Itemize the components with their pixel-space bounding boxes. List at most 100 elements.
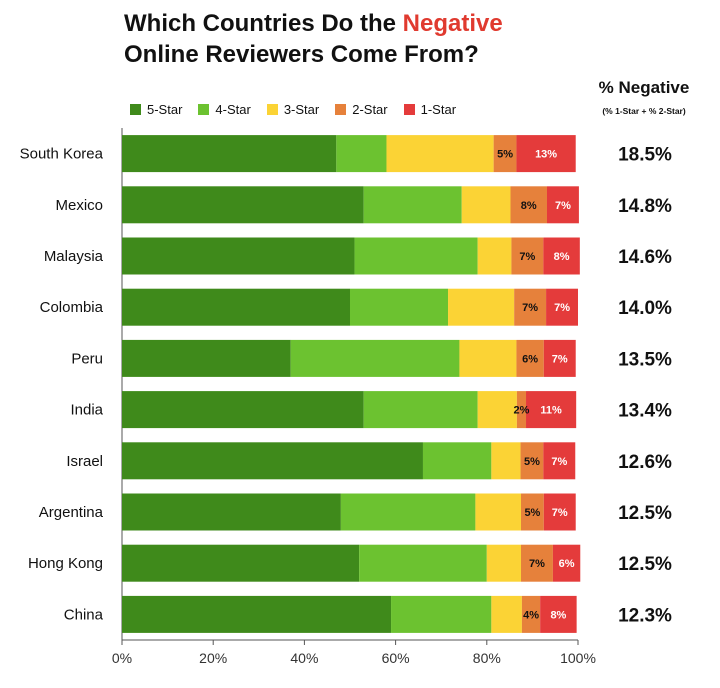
x-tick-label: 80% (473, 650, 501, 666)
data-label-1-star: 11% (540, 405, 562, 417)
legend-label: 5-Star (147, 101, 183, 117)
legend-swatch (403, 103, 415, 115)
data-label-2-star: 8% (521, 200, 537, 212)
bar-segment-2-star (521, 544, 553, 582)
legend-item-1-star: 1-Star (403, 101, 457, 117)
legend-swatch (198, 103, 210, 115)
legend-label: 1-Star (420, 101, 457, 117)
bar-segment-5-star (122, 493, 341, 531)
bar-segment-1-star (543, 493, 576, 531)
legend-swatch (130, 103, 141, 115)
data-label-2-star: 5% (524, 456, 540, 468)
bar-segment-3-star (486, 544, 521, 582)
bar-segment-5-star (122, 339, 291, 377)
category-label: Argentina (39, 504, 104, 521)
data-label-2-star: 7% (519, 251, 535, 263)
data-label-1-star: 8% (554, 251, 570, 263)
category-label: Colombia (40, 299, 104, 316)
category-label: Israel (66, 453, 103, 470)
bar-segment-1-star (540, 595, 577, 633)
bar-segment-4-star (422, 442, 492, 480)
bar-segment-1-star (543, 339, 576, 377)
bar-segment-1-star (546, 186, 579, 224)
x-tick-label: 100% (560, 650, 596, 666)
data-label-1-star: 7% (552, 507, 568, 519)
bar-segment-3-star (459, 339, 517, 377)
negative-percent-value: 18.5% (618, 145, 672, 166)
title-line-2: Online Reviewers Come From? (124, 41, 479, 68)
bar-segment-1-star (546, 288, 578, 326)
data-label-1-star: 7% (555, 200, 571, 212)
category-label: Hong Kong (28, 555, 103, 572)
bar-segment-5-star (122, 288, 350, 326)
negative-percent-value: 12.3% (618, 605, 672, 626)
bar-segment-4-star (363, 186, 462, 224)
legend-label: 2-Star (352, 101, 388, 117)
bar-segment-5-star (122, 237, 355, 275)
negative-percent-value: 14.0% (618, 298, 672, 319)
bar-segment-5-star (122, 595, 392, 633)
title-highlight: Negative (402, 10, 503, 37)
category-label: Mexico (55, 197, 103, 214)
negative-percent-value: 13.4% (618, 401, 672, 422)
data-label-2-star: 7% (522, 302, 538, 314)
bar-segment-1-star (552, 544, 581, 582)
legend-swatch (335, 103, 347, 115)
data-label-1-star: 13% (535, 149, 557, 161)
bar-segment-2-star (520, 442, 544, 480)
legend-label: 3-Star (283, 101, 320, 117)
bar-segment-3-star (386, 135, 494, 173)
bar-segment-4-star (354, 237, 478, 275)
data-label-2-star: 2% (514, 405, 530, 417)
negative-header-subtitle: (% 1-Star + % 2-Star) (602, 106, 686, 116)
data-label-2-star: 4% (523, 609, 539, 621)
legend-item-3-star: 3-Star (266, 101, 320, 117)
bar-segment-4-star (290, 339, 460, 377)
category-label: South Korea (20, 146, 104, 163)
negative-percent-value: 14.8% (618, 196, 672, 217)
x-tick-label: 0% (112, 650, 132, 666)
bar-segment-3-star (491, 442, 521, 480)
data-label-1-star: 8% (550, 609, 566, 621)
legend-swatch (266, 103, 278, 115)
bar-segment-2-star (521, 493, 544, 531)
category-label: Malaysia (44, 248, 104, 265)
legend-item-2-star: 2-Star (335, 101, 388, 117)
bar-segment-5-star (122, 186, 364, 224)
bar-segment-4-star (340, 493, 476, 531)
legend-item-4-star: 4-Star (198, 101, 251, 117)
x-tick-label: 20% (199, 650, 227, 666)
bar-segment-3-star (448, 288, 515, 326)
category-label: India (70, 402, 103, 419)
legend-item-5-star: 5-Star (130, 102, 182, 117)
data-label-2-star: 7% (529, 558, 545, 570)
category-label: Peru (71, 350, 103, 367)
chart-title: Which Countries Do the Negative Online R… (124, 8, 594, 70)
bar-segment-2-star (514, 288, 547, 326)
bar-segment-4-star (359, 544, 487, 582)
bar-segment-3-star (477, 237, 512, 275)
negative-header: % Negative (% 1-Star + % 2-Star) (574, 78, 714, 116)
bar-segment-3-star (475, 493, 521, 531)
bar-segment-5-star (122, 391, 364, 429)
bar-segment-1-star (543, 237, 580, 275)
legend-label: 4-Star (215, 101, 251, 117)
bar-segment-2-star (521, 595, 541, 633)
x-tick-label: 60% (382, 650, 410, 666)
legend: 5-Star 4-Star 3-Star 2-Star 1-Star (130, 99, 456, 119)
bar-segment-4-star (336, 135, 387, 173)
bar-segment-5-star (122, 544, 360, 582)
negative-percent-value: 14.6% (618, 247, 672, 268)
bar-segment-2-star (511, 237, 544, 275)
data-label-2-star: 5% (524, 507, 540, 519)
title-prefix: Which Countries Do the (124, 10, 403, 37)
bar-segment-2-star (510, 186, 547, 224)
negative-percent-value: 12.5% (618, 554, 672, 575)
bar-segment-1-star (526, 391, 577, 429)
bar-segment-1-star (543, 442, 576, 480)
bar-segment-4-star (391, 595, 492, 633)
bar-segment-4-star (350, 288, 449, 326)
bar-segment-1-star (516, 135, 576, 173)
x-tick-label: 40% (290, 650, 318, 666)
